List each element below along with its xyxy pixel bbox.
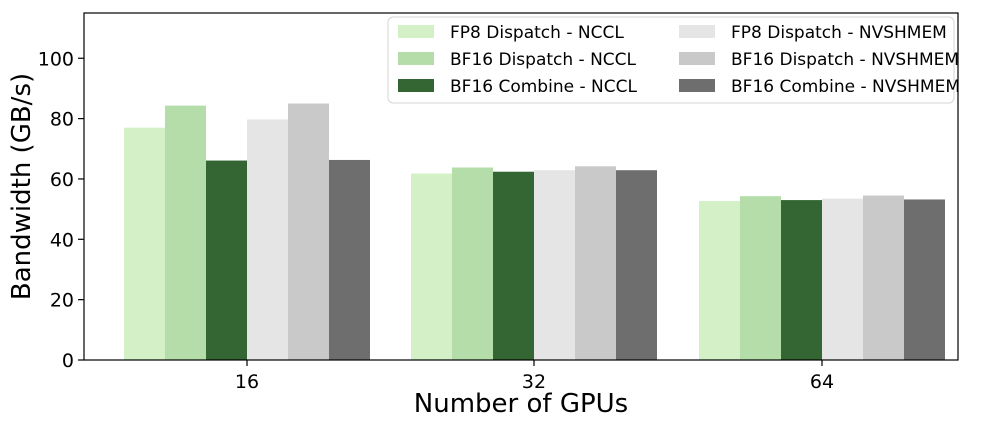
legend-label: BF16 Combine - NCCL [450,77,637,97]
legend: FP8 Dispatch - NCCL BF16 Dispatch - NCCL B… [387,16,960,104]
x-axis-ticks: 16 32 64 [235,360,834,393]
y-axis-ticks: 0 20 40 60 80 100 [38,48,84,372]
legend-swatch [679,79,715,92]
bar-2-gpus-64 [740,196,781,360]
bar-4-gpus-16 [247,119,288,360]
y-axis-label: Bandwidth (GB/s) [7,73,37,300]
bar-4-gpus-32 [534,170,575,360]
legend-swatch [679,52,715,65]
legend-swatch [398,52,434,65]
bar-6-gpus-16 [329,159,370,360]
x-axis-label: Number of GPUs [414,389,628,419]
bar-5-gpus-32 [575,166,616,360]
bar-1-gpus-64 [699,200,740,360]
y-tick-label: 100 [38,48,74,70]
y-tick-label: 0 [62,350,74,372]
legend-swatch [679,25,715,38]
bar-6-gpus-32 [616,170,657,360]
legend-label: FP8 Dispatch - NVSHMEM [731,23,947,43]
legend-label: BF16 Combine - NVSHMEM [731,77,960,97]
legend-swatch [398,79,434,92]
plot-area-frame [83,12,959,361]
bar-6-gpus-64 [904,199,945,360]
bar-5-gpus-16 [288,103,329,361]
bar-3-gpus-64 [781,200,822,360]
bar-3-gpus-16 [206,160,247,360]
bar-2-gpus-16 [165,105,206,360]
bar-3-gpus-32 [493,171,534,360]
legend-label: BF16 Dispatch - NCCL [450,50,637,70]
legend-swatch [398,25,434,38]
x-tick-label: 32 [522,371,546,393]
bars-group [124,103,945,361]
x-tick-label: 16 [235,371,259,393]
legend-label: FP8 Dispatch - NCCL [450,23,624,43]
legend-box [387,16,955,104]
bar-1-gpus-16 [124,127,165,361]
y-tick-label: 60 [50,169,74,191]
y-tick-label: 20 [50,290,74,312]
bar-2-gpus-32 [452,167,493,360]
y-tick-label: 40 [50,229,74,251]
y-tick-label: 80 [50,109,74,131]
bar-5-gpus-64 [863,195,904,360]
bar-1-gpus-32 [411,173,452,360]
bar-4-gpus-64 [822,198,863,360]
legend-label: BF16 Dispatch - NVSHMEM [731,50,959,70]
x-tick-label: 64 [810,371,834,393]
